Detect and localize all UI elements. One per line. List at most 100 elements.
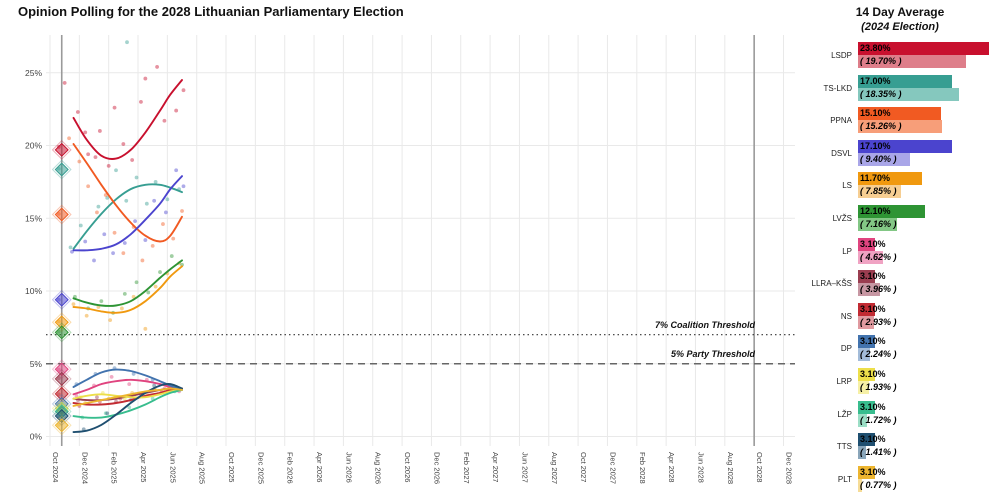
avg-bar-lsdp [858,42,989,55]
plt-result-diamond-outer [51,415,72,436]
y-axis-tick-label: 10% [25,286,42,296]
party-label-dp: DP [840,344,852,354]
x-axis-tick-label: Aug 2025 [198,452,207,484]
ts-lkd-poll-point [125,40,129,45]
lsdp-poll-point [121,142,126,146]
result-value-ls: ( 7.85% ) [860,186,897,197]
ppna-poll-point [140,258,145,263]
lp-poll-point [74,393,79,398]
lsdp-result-diamond [54,142,69,157]
lrp-trend-line [72,388,183,400]
average-row-plt: PLT 3.10% ( 0.77% ) [800,465,1000,492]
avg-value-tts: 3.10% [860,434,886,445]
dsvl-poll-point [163,210,168,215]
lsdp-poll-point [93,155,98,160]
x-axis-tick-label: Oct 2024 [51,452,60,482]
party-label-tts: TTS [836,442,852,452]
x-axis-tick-label: Oct 2025 [227,452,236,482]
dsvl-trend-line [72,175,183,252]
x-axis-tick-label: Dec 2024 [80,452,89,484]
average-row-lvzs: LVŽS 12.10% ( 7.16% ) [800,205,1000,231]
ts-lkd-poll-point [134,175,139,180]
x-axis-tick-label: Dec 2025 [256,452,265,484]
tts-result-diamond [54,408,69,424]
lvzs-poll-point [146,290,151,295]
party-label-llra-kss: LLRA–KŠS [811,279,852,289]
ppna-poll-point [161,222,165,226]
result-value-lvzs: ( 7.16% ) [860,219,897,229]
result-value-ts-lkd: ( 18.35% ) [860,88,902,99]
y-axis-tick-label: 25% [25,68,42,78]
ppna-poll-point [95,210,99,215]
party-label-ls: LS [842,181,852,191]
llra-kss-result-diamond-outer [51,368,72,389]
lsdp-poll-point [162,118,167,123]
plt-trend-line [72,387,183,407]
dsvl-poll-point [83,239,88,244]
ls-poll-point [131,294,136,299]
avg-value-lsdp: 23.80% [860,43,891,53]
average-row-ts-lkd: TS-LKD 17.00% ( 18.35% ) [800,74,1000,101]
ts-lkd-poll-point [105,195,110,200]
avg-bar-ts-lkd [858,74,952,88]
lsdp-poll-point [62,81,67,85]
dsvl-result-diamond-outer [51,289,72,310]
average-row-ls: LS 11.70% ( 7.85% ) [800,172,1000,199]
ppna-poll-point [112,230,117,235]
result-bar-lrp [858,381,869,394]
ppna-poll-point [121,251,126,256]
lsdp-poll-point [174,108,179,113]
ls-poll-point [71,302,76,306]
ts-lkd-poll-point [78,223,83,228]
x-axis-tick-label: Aug 2026 [374,452,383,484]
average-row-lp: LP 3.10% ( 4.62% ) [800,237,1000,264]
result-bar-lzp [858,413,868,427]
result-value-ns: ( 2.93% ) [860,316,897,327]
ts-lkd-result-diamond-outer [51,159,72,180]
lzp-trend-line [72,388,183,419]
average-row-tts: TTS 3.10% ( 1.41% ) [800,433,1000,460]
result-bar-plt [858,478,863,492]
lsdp-poll-point [112,105,117,110]
dsvl-poll-point [152,198,157,203]
lvzs-poll-point [158,270,162,274]
avg-bar-tts [858,433,876,447]
average-panel: 14 Day Average (2024 Election) LSDP 23.80… [800,0,1000,500]
dp-poll-point [131,372,136,376]
dsvl-poll-point [111,251,115,256]
result-value-lsdp: ( 19.70% ) [860,56,902,66]
party-label-ppna: PPNA [830,116,852,126]
dsvl-poll-point [133,219,137,224]
avg-bar-ns [858,302,876,316]
coalition-threshold-label: 7% Coalition Threshold [654,320,755,330]
lvzs-poll-point [169,254,174,258]
party-threshold-label: 5% Party Threshold [670,349,755,359]
average-row-llra-kss: LLRA–KŠS 3.10% ( 3.96% ) [800,270,1000,297]
avg-value-llra-kss: 3.10% [860,271,886,282]
party-label-ts-lkd: TS-LKD [823,83,852,93]
tts-poll-point [152,383,157,388]
avg-bar-lrp [858,368,876,381]
lvzs-poll-point [122,292,127,296]
lp-poll-point [127,382,132,387]
lsdp-poll-point [83,130,88,135]
dsvl-poll-point [92,258,96,263]
y-axis-tick-label: 5% [30,359,43,369]
ts-lkd-poll-point [68,245,73,250]
x-axis-tick-label: Feb 2028 [638,452,647,484]
ts-lkd-poll-point [124,198,129,203]
chart-title: Opinion Polling for the 2028 Lithuanian … [18,4,404,19]
average-row-ppna: PPNA 15.10% ( 15.26% ) [800,107,1000,134]
lp-result-diamond-outer [51,359,72,380]
ls-result-diamond-outer [51,312,72,333]
avg-bar-plt [858,465,876,479]
avg-bar-dsvl [858,139,953,153]
avg-bar-dp [858,335,876,349]
x-axis-tick-label: Apr 2026 [315,452,324,482]
llra-kss-result-diamond [54,371,69,386]
party-label-lvzs: LVŽS [832,214,852,223]
x-axis-tick-label: Oct 2028 [755,452,764,482]
lsdp-poll-point [97,129,102,133]
y-axis-tick-label: 20% [25,141,42,151]
